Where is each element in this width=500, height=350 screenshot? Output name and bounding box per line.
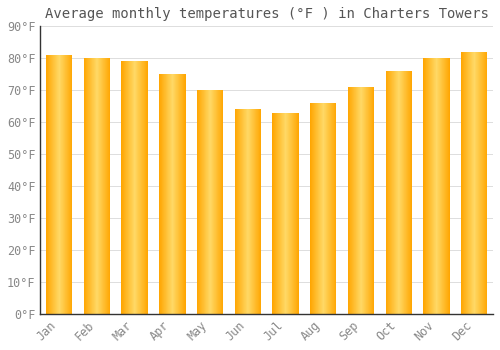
Title: Average monthly temperatures (°F ) in Charters Towers: Average monthly temperatures (°F ) in Ch…: [44, 7, 488, 21]
